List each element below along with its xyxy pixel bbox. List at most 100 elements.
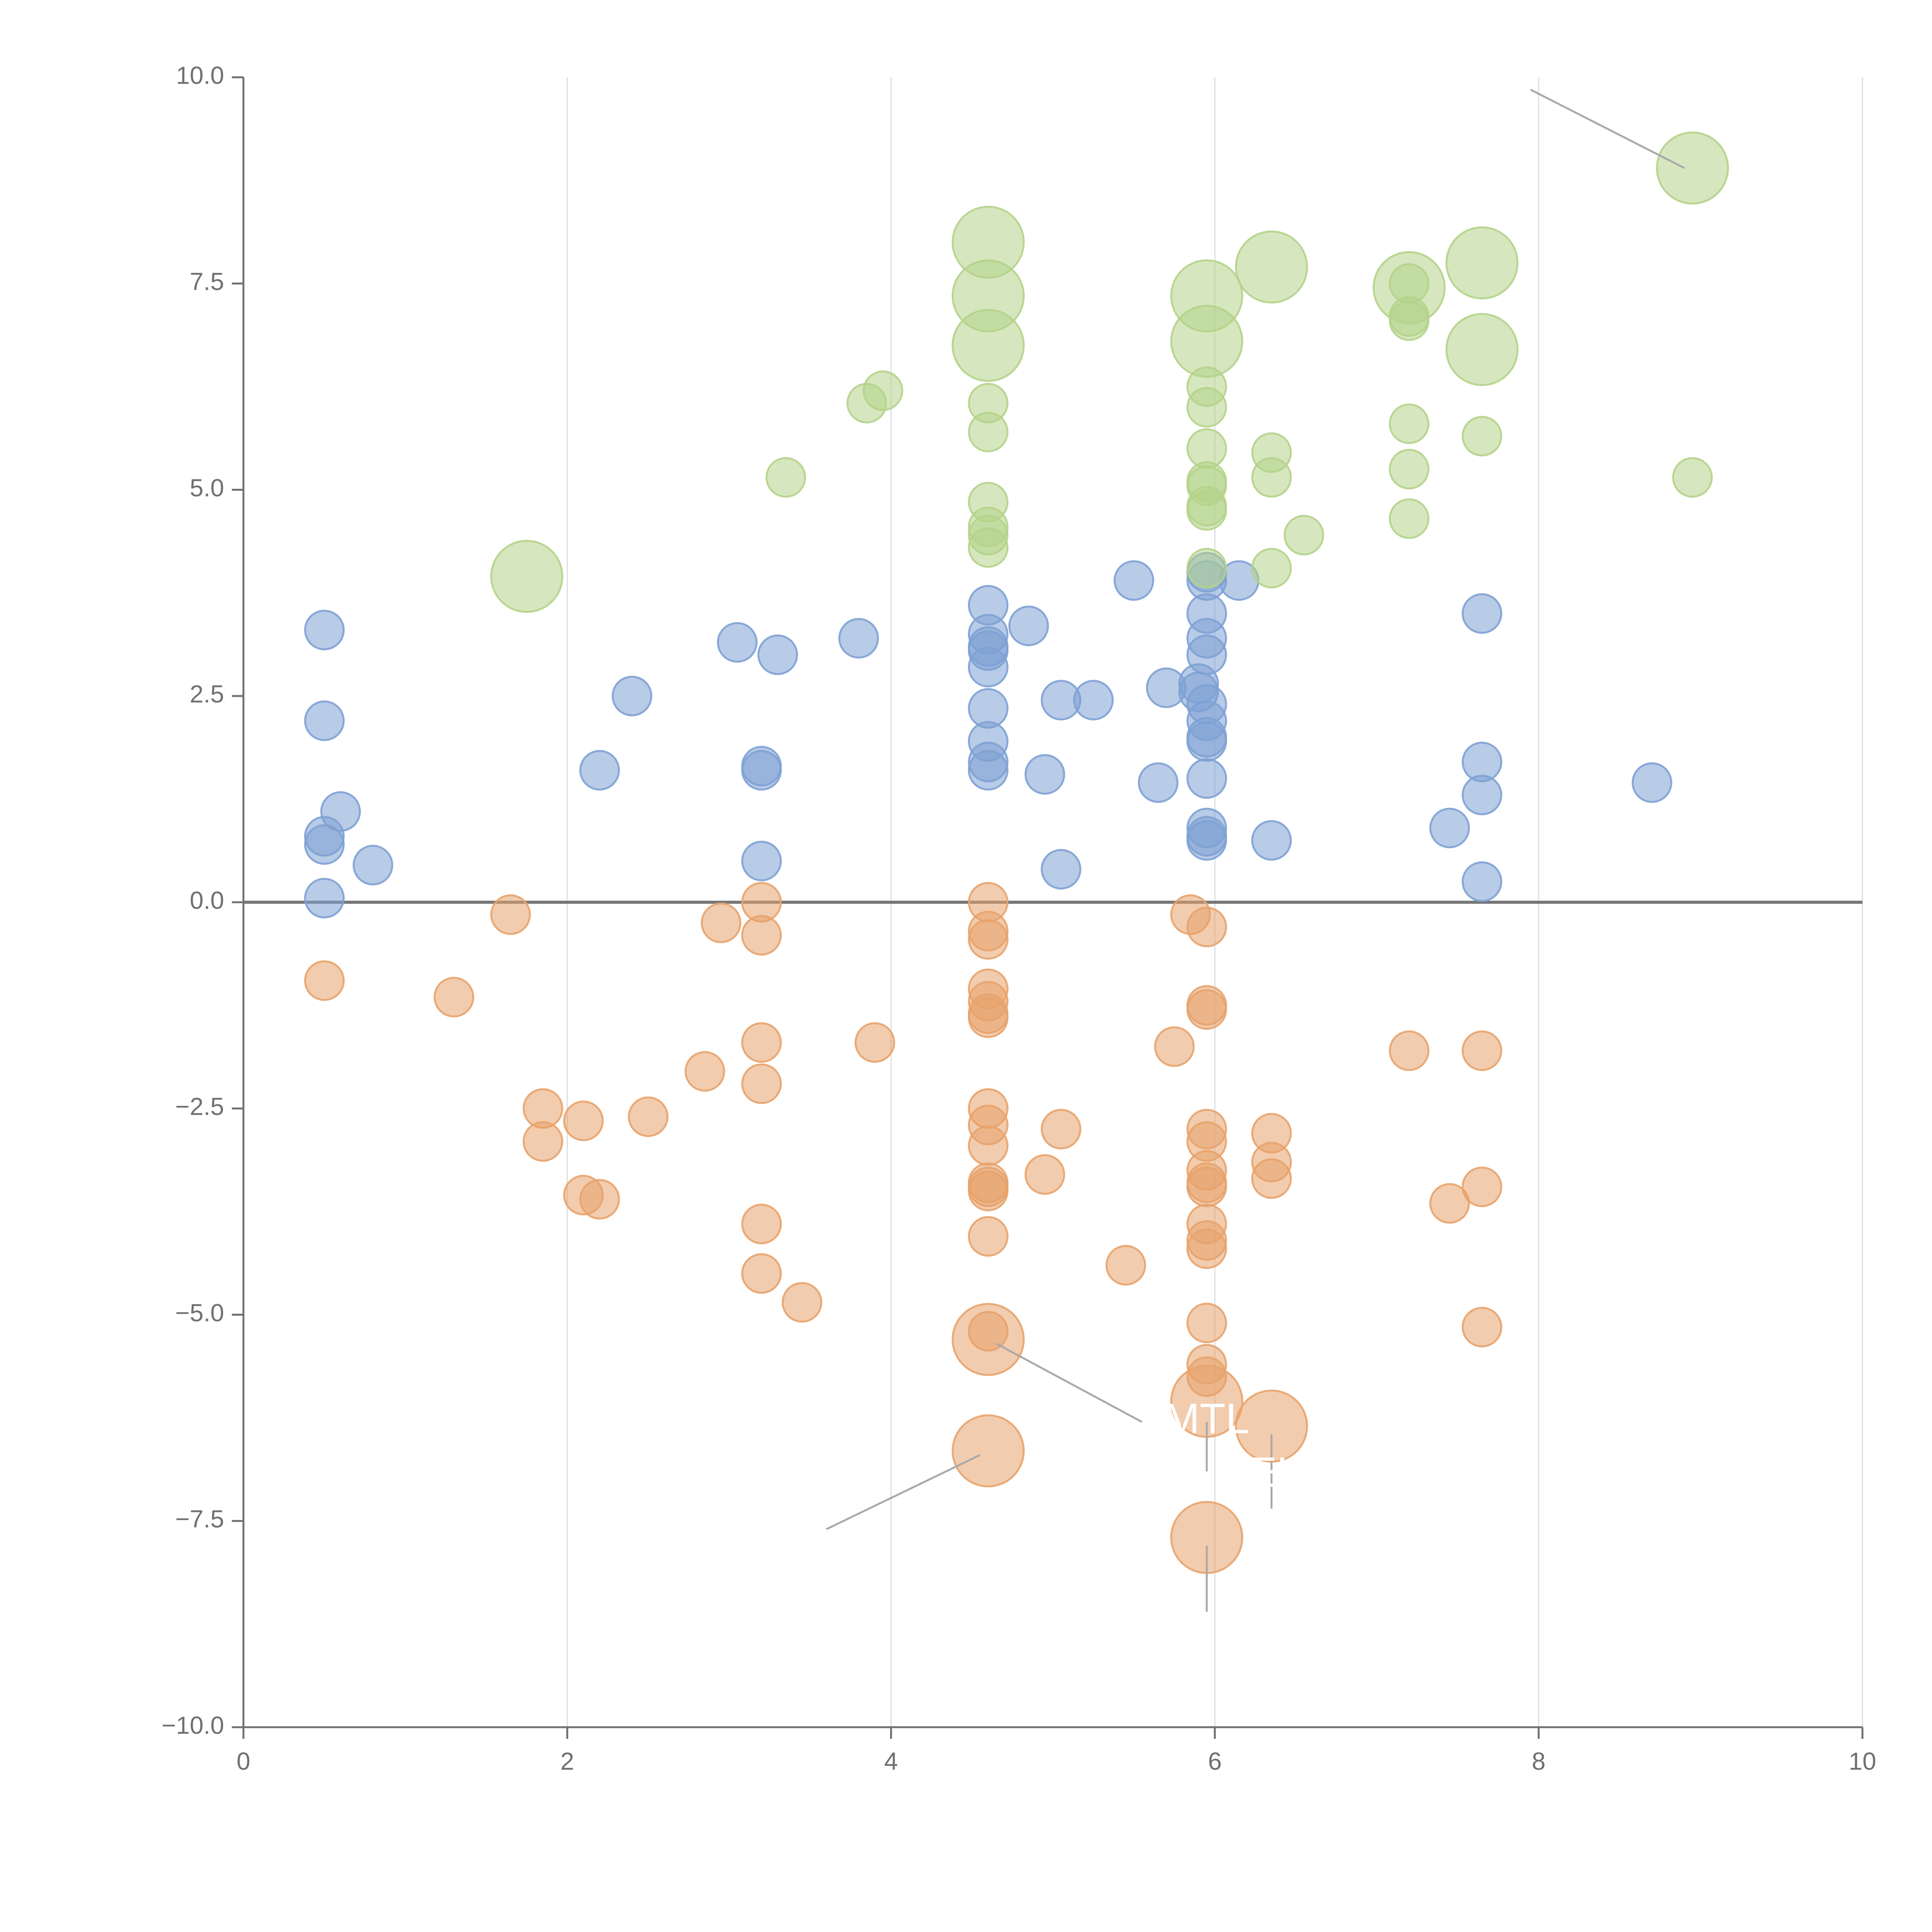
point-green-31 — [1389, 300, 1430, 341]
point-green-36 — [1445, 313, 1519, 386]
point-green-35 — [1445, 226, 1519, 299]
point-orange-8 — [628, 1096, 668, 1137]
point-orange-63 — [1461, 1030, 1502, 1071]
point-orange-25 — [968, 997, 1009, 1038]
point-blue-52 — [1461, 774, 1502, 815]
point-green-27 — [1283, 515, 1324, 556]
point-green-23 — [1235, 230, 1308, 304]
y-tick-label-3: 2.5 — [190, 680, 224, 708]
point-blue-4 — [304, 824, 345, 865]
point-orange-0 — [304, 960, 345, 1001]
point-orange-31 — [968, 1170, 1009, 1211]
point-green-16 — [1186, 387, 1227, 428]
point-blue-54 — [1631, 762, 1672, 803]
point-blue-30 — [1138, 762, 1179, 803]
point-green-22 — [1186, 548, 1227, 588]
white-label-1: EEL — [1220, 1449, 1300, 1496]
point-green-26 — [1251, 548, 1292, 588]
point-orange-61 — [1389, 1030, 1430, 1071]
point-blue-38 — [1186, 634, 1227, 675]
point-orange-34 — [951, 1303, 1025, 1376]
point-blue-24 — [1008, 605, 1049, 646]
point-orange-21 — [968, 919, 1009, 960]
callout-line-0 — [1530, 88, 1685, 169]
point-orange-48 — [1186, 1167, 1227, 1208]
point-green-32 — [1389, 403, 1430, 444]
point-orange-13 — [741, 1022, 782, 1063]
point-blue-28 — [1073, 680, 1114, 721]
point-blue-29 — [1114, 560, 1154, 601]
point-orange-18 — [854, 1022, 895, 1063]
point-blue-8 — [612, 675, 653, 716]
point-green-38 — [1656, 131, 1729, 205]
point-blue-46 — [1186, 820, 1227, 861]
point-orange-1 — [434, 977, 474, 1018]
point-green-37 — [1461, 416, 1502, 457]
point-blue-12 — [741, 750, 782, 791]
point-blue-7 — [579, 750, 620, 791]
y-tick-label-5: −2.5 — [175, 1093, 224, 1121]
point-green-34 — [1389, 498, 1430, 539]
point-orange-5 — [563, 1100, 604, 1141]
y-tick-label-7: −7.5 — [175, 1505, 224, 1533]
point-green-3 — [862, 370, 903, 411]
point-orange-32 — [968, 1216, 1009, 1257]
point-orange-15 — [741, 1204, 782, 1245]
point-blue-9 — [717, 622, 758, 663]
point-orange-2 — [490, 894, 531, 935]
point-green-21 — [1186, 486, 1227, 527]
point-orange-14 — [741, 1063, 782, 1104]
x-tick-label-5: 10 — [1849, 1747, 1876, 1775]
point-orange-41 — [1186, 906, 1227, 947]
callout-line-2 — [826, 1454, 981, 1530]
point-orange-62 — [1429, 1183, 1470, 1224]
point-blue-0 — [304, 609, 345, 650]
point-orange-39 — [1154, 1026, 1195, 1067]
x-tick-label-4: 8 — [1532, 1747, 1546, 1775]
point-orange-4 — [522, 1121, 563, 1162]
point-orange-9 — [684, 1051, 725, 1092]
point-orange-59 — [1251, 1158, 1292, 1199]
point-blue-25 — [1024, 754, 1065, 795]
point-blue-5 — [352, 845, 393, 886]
point-blue-42 — [1186, 721, 1227, 762]
points-layer — [304, 131, 1729, 1574]
y-tick-label-6: −5.0 — [175, 1299, 224, 1327]
point-green-14 — [1170, 304, 1243, 378]
point-orange-7 — [579, 1179, 620, 1220]
point-blue-27 — [1041, 849, 1082, 890]
x-tick-label-3: 6 — [1208, 1747, 1222, 1775]
point-blue-23 — [968, 750, 1009, 791]
point-orange-36 — [1024, 1154, 1065, 1195]
point-orange-51 — [1186, 1228, 1227, 1269]
y-tick-label-2: 5.0 — [190, 474, 224, 502]
point-blue-50 — [1461, 593, 1502, 634]
point-blue-19 — [968, 647, 1009, 688]
point-orange-38 — [1105, 1245, 1146, 1286]
point-green-6 — [951, 309, 1025, 382]
point-green-1 — [765, 457, 806, 498]
point-green-0 — [490, 540, 563, 613]
x-tick-label-2: 4 — [884, 1747, 898, 1775]
point-blue-43 — [1186, 758, 1227, 799]
point-orange-52 — [1186, 1303, 1227, 1344]
point-blue-48 — [1251, 820, 1292, 861]
point-green-25 — [1251, 457, 1292, 498]
x-tick-label-1: 2 — [560, 1747, 574, 1775]
point-blue-10 — [757, 634, 798, 675]
point-orange-64 — [1461, 1167, 1502, 1208]
axes-layer: 10.0 7.5 5.0 2.5 0.0 −2.5 −5.0 −7.5 −10.0 0 2 4 6 8 10 — [162, 61, 1876, 1775]
y-tick-label-4: 0.0 — [190, 886, 224, 914]
point-orange-16 — [741, 1253, 782, 1294]
point-orange-28 — [968, 1125, 1009, 1166]
point-blue-1 — [304, 700, 345, 741]
point-orange-65 — [1461, 1307, 1502, 1348]
x-tick-label-0: 0 — [236, 1747, 250, 1775]
point-orange-35 — [951, 1414, 1025, 1488]
y-tick-label-1: 7.5 — [190, 268, 224, 296]
y-tick-label-8: −10.0 — [162, 1711, 224, 1739]
white-label-0: MTL — [1164, 1395, 1249, 1442]
point-green-39 — [1672, 457, 1713, 498]
point-orange-17 — [782, 1282, 823, 1323]
